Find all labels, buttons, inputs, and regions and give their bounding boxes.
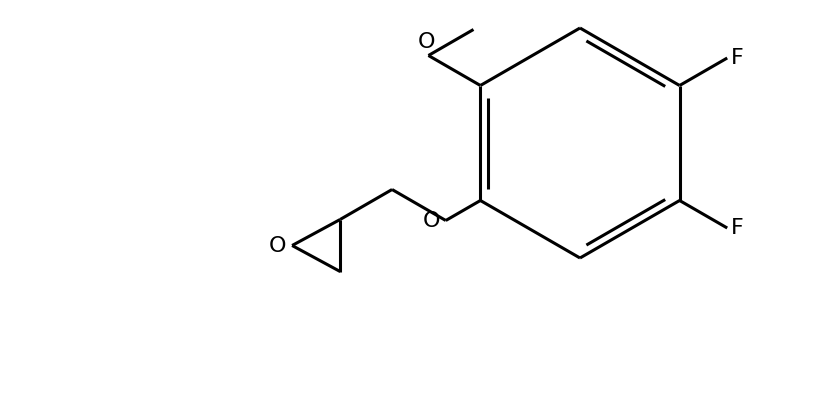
Text: O: O — [422, 211, 439, 230]
Text: F: F — [731, 218, 743, 238]
Text: O: O — [417, 31, 435, 51]
Text: F: F — [731, 48, 743, 68]
Text: O: O — [269, 236, 286, 256]
